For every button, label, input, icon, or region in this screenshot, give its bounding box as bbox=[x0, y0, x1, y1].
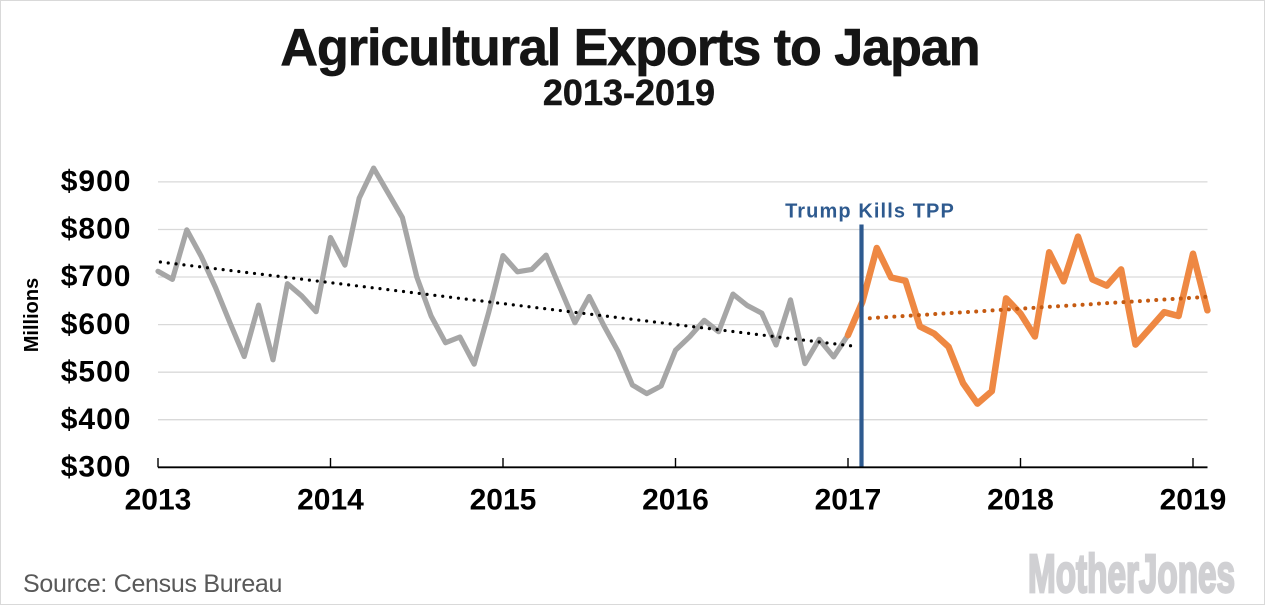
svg-text:$500: $500 bbox=[61, 355, 132, 388]
svg-text:$700: $700 bbox=[61, 260, 132, 293]
svg-text:MotherJones: MotherJones bbox=[1028, 545, 1235, 604]
svg-text:Source: Census Bureau: Source: Census Bureau bbox=[23, 570, 282, 598]
svg-text:Agricultural Exports to Japan: Agricultural Exports to Japan bbox=[280, 19, 979, 77]
svg-text:$300: $300 bbox=[61, 451, 132, 484]
svg-text:2018: 2018 bbox=[987, 484, 1054, 517]
svg-text:2016: 2016 bbox=[642, 484, 709, 517]
svg-text:2014: 2014 bbox=[297, 484, 364, 517]
svg-text:2019: 2019 bbox=[1160, 484, 1227, 517]
svg-text:$400: $400 bbox=[61, 403, 132, 436]
svg-text:2017: 2017 bbox=[815, 484, 882, 517]
svg-text:2013-2019: 2013-2019 bbox=[543, 72, 715, 113]
svg-text:2013: 2013 bbox=[125, 484, 192, 517]
svg-text:$900: $900 bbox=[61, 165, 132, 198]
svg-text:Trump Kills TPP: Trump Kills TPP bbox=[785, 200, 955, 222]
svg-text:Millions: Millions bbox=[21, 278, 43, 352]
svg-text:$800: $800 bbox=[61, 213, 132, 246]
svg-text:$600: $600 bbox=[61, 308, 132, 341]
svg-text:2015: 2015 bbox=[470, 484, 537, 517]
